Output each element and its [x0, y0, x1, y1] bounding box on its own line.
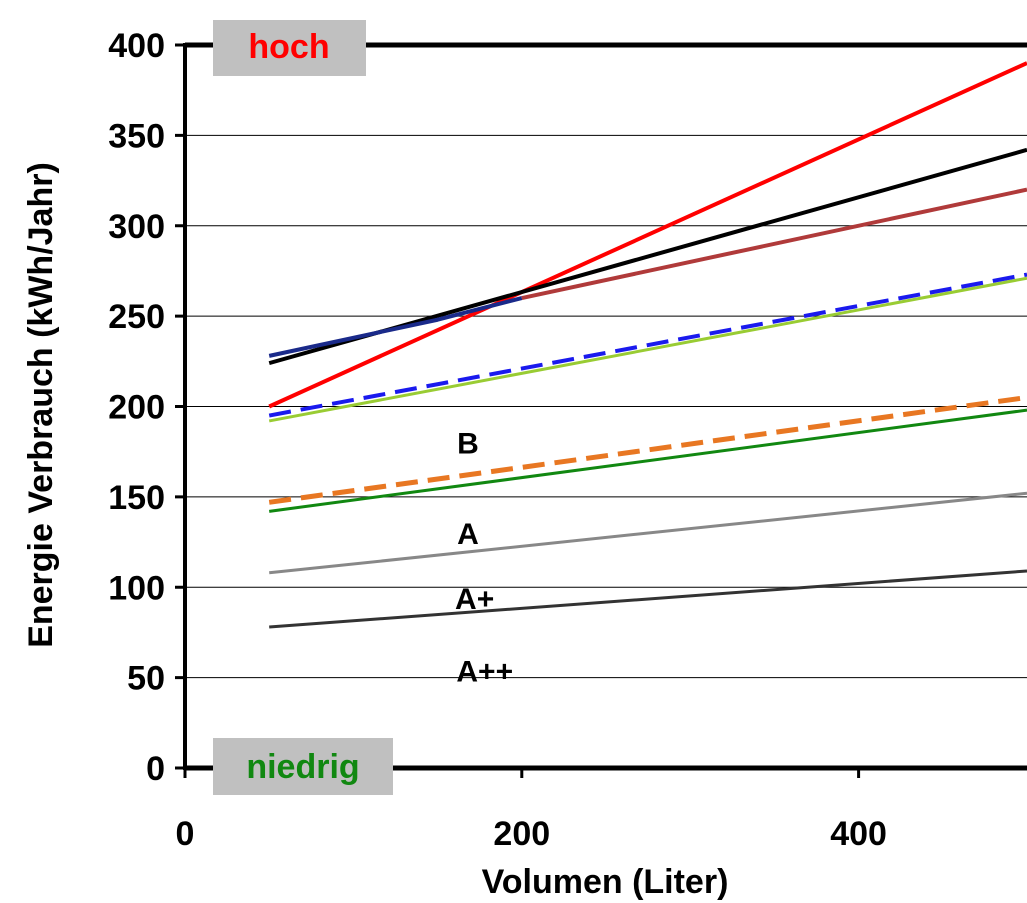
- energy-class-label: A++: [456, 655, 513, 688]
- high-range-box: hoch: [213, 20, 366, 76]
- series-line: [268, 394, 1027, 505]
- y-tick-label: 200: [108, 389, 165, 427]
- series-lines: [268, 61, 1027, 629]
- series-line: [269, 408, 1027, 513]
- series-line: [268, 276, 1027, 423]
- high-range-label: hoch: [248, 28, 329, 66]
- energy-class-label: A: [457, 518, 479, 551]
- y-tick-label: 50: [127, 660, 165, 698]
- gridlines: [185, 134, 1027, 679]
- series-line: [268, 296, 523, 358]
- y-tick-label: 400: [108, 27, 165, 65]
- y-tick-label: 350: [108, 117, 165, 155]
- low-range-box-bg: [213, 738, 393, 795]
- series-line: [269, 569, 1027, 629]
- energy-class-label: B: [457, 428, 479, 461]
- low-range-box: niedrig: [213, 738, 393, 795]
- series-line: [268, 272, 1027, 418]
- y-tick-label: 150: [108, 479, 165, 517]
- x-tick-label: 0: [176, 815, 195, 853]
- low-range-label: niedrig: [246, 748, 359, 786]
- y-tick-label: 300: [108, 208, 165, 246]
- y-axis-title: Energie Verbrauch (kWh/Jahr): [22, 162, 60, 648]
- x-tick-labels: 0 200 400: [176, 815, 887, 853]
- x-tick-label: 200: [493, 815, 550, 853]
- y-tick-label: 250: [108, 298, 165, 336]
- y-tick-labels: 0 50 100 150 200 250 300 350 400: [108, 27, 165, 788]
- high-range-box-bg: [213, 20, 366, 76]
- y-tick-label: 0: [146, 750, 165, 788]
- series-line: [269, 491, 1027, 575]
- x-axis-title: Volumen (Liter): [482, 863, 729, 901]
- series-line: [268, 61, 1027, 409]
- series-line: [521, 187, 1027, 301]
- y-tick-label: 100: [108, 569, 165, 607]
- x-tick-label: 400: [830, 815, 887, 853]
- energy-class-label: A+: [455, 583, 494, 616]
- class-labels: B A A+ A++: [455, 428, 513, 689]
